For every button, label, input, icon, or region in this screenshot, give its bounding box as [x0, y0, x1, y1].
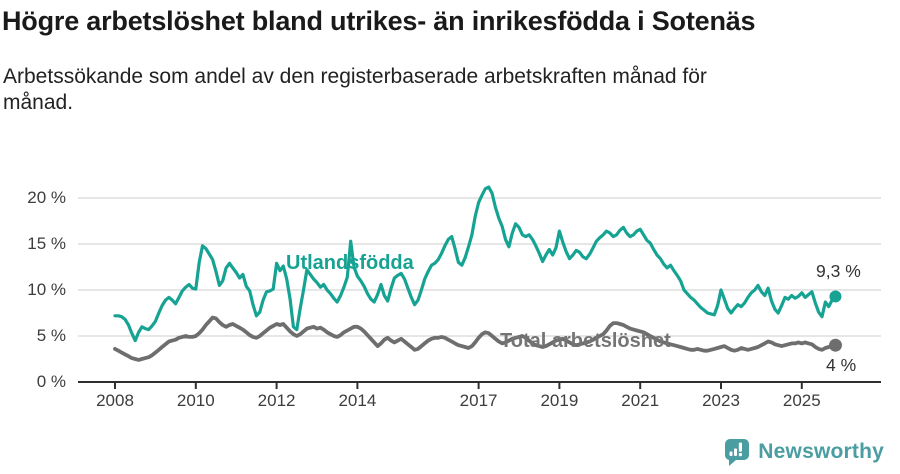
x-axis-label: 2021: [621, 391, 660, 410]
x-axis-label: 2014: [338, 391, 377, 410]
newsworthy-logo-text: Newsworthy: [758, 440, 884, 463]
y-axis-label: 20 %: [27, 188, 66, 207]
x-axis-label: 2010: [176, 391, 215, 410]
x-axis-label: 2025: [782, 391, 821, 410]
page-title: Högre arbetslöshet bland utrikes- än inr…: [2, 6, 756, 36]
series-line-total: [113, 315, 838, 362]
series-label-utlandsfodda: Utlandsfödda: [286, 252, 414, 274]
y-axis-label: 15 %: [27, 234, 66, 253]
x-axis-label: 2012: [257, 391, 296, 410]
x-axis-label: 2023: [702, 391, 740, 410]
y-axis-label: 0 %: [36, 372, 66, 391]
end-value-label-total: 4 %: [826, 355, 857, 375]
series-end-dot-utlandsfodda: [829, 290, 842, 303]
chart-subtitle-line1: Arbetssökande som andel av den registerb…: [3, 65, 707, 88]
series-line-utlandsfodda: [113, 185, 838, 343]
series-end-dot-total: [828, 338, 842, 352]
x-axis-label: 2017: [459, 391, 498, 410]
end-value-label-utlandsfodda: 9,3 %: [816, 261, 861, 281]
chart-plot-area: [78, 185, 881, 389]
series-label-total-arbetsloshet: Total arbetslöshet: [500, 330, 671, 352]
y-axis-label: 5 %: [36, 326, 66, 345]
chart-subtitle: Arbetssökande som andel av den registerb…: [3, 64, 833, 116]
x-axis-label: 2019: [540, 391, 579, 410]
y-axis-label: 10 %: [27, 280, 66, 299]
x-axis-label: 2008: [96, 391, 134, 410]
line-chart: 0 % 5 % 10 % 15 % 20 % 2008 2010 2012 2014 2017 2…: [0, 160, 900, 460]
newsworthy-logo[interactable]: Newsworthy: [724, 438, 884, 466]
chart-subtitle-line2: månad.: [3, 91, 74, 114]
newsworthy-speech-bubble-icon: [725, 439, 750, 466]
